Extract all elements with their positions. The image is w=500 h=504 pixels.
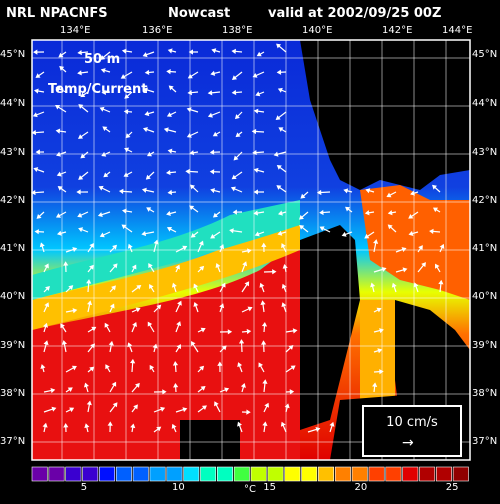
colorbar-swatch (386, 467, 401, 481)
latitude-label: 44°N (0, 98, 25, 109)
latitude-label: 45°N (472, 49, 497, 60)
colorbar-tick-label: 5 (81, 482, 87, 493)
colorbar-swatch (369, 467, 384, 481)
colorbar-swatch (150, 467, 165, 481)
colorbar-unit: °C (244, 484, 256, 495)
valid-time-label: valid at 2002/09/25 00Z (268, 6, 441, 21)
longitude-label: 144°E (442, 25, 472, 36)
colorbar-swatch (133, 467, 148, 481)
depth-label: 50 m (84, 52, 120, 67)
latitude-label: 39°N (472, 340, 497, 351)
colorbar-swatch (302, 467, 317, 481)
colorbar-swatch (352, 467, 367, 481)
latitude-label: 45°N (0, 49, 25, 60)
vector-scale-arrow: → (402, 435, 414, 451)
colorbar-swatch (99, 467, 114, 481)
colorbar-swatch (335, 467, 350, 481)
colorbar-swatch (184, 467, 199, 481)
longitude-label: 136°E (142, 25, 172, 36)
colorbar-swatch (200, 467, 215, 481)
title-bar: NRL NPACNFS Nowcast valid at 2002/09/25 … (0, 6, 500, 24)
latitude-label: 37°N (0, 436, 25, 447)
colorbar-swatch (32, 467, 47, 481)
colorbar-swatch (66, 467, 81, 481)
longitude-label: 140°E (302, 25, 332, 36)
latitude-label: 40°N (472, 291, 497, 302)
latitude-label: 39°N (0, 340, 25, 351)
latitude-label: 43°N (472, 147, 497, 158)
colorbar-swatch (436, 467, 451, 481)
vector-scale-label: 10 cm/s (364, 415, 460, 430)
colorbar (32, 467, 469, 481)
colorbar-swatch (83, 467, 98, 481)
latitude-label: 41°N (0, 243, 25, 254)
latitude-label: 43°N (0, 147, 25, 158)
latitude-label: 44°N (472, 98, 497, 109)
colorbar-tick-label: 15 (263, 482, 276, 493)
colorbar-swatch (234, 467, 249, 481)
colorbar-swatch (251, 467, 266, 481)
colorbar-swatch (268, 467, 283, 481)
colorbar-swatch (116, 467, 131, 481)
colorbar-swatch (453, 467, 468, 481)
colorbar-swatch (419, 467, 434, 481)
latitude-label: 38°N (0, 388, 25, 399)
colorbar-tick-label: 20 (355, 482, 368, 493)
longitude-label: 142°E (382, 25, 412, 36)
latitude-label: 42°N (0, 195, 25, 206)
land-sw-patch (180, 420, 240, 460)
colorbar-tick-label: 10 (172, 482, 185, 493)
longitude-label: 134°E (60, 25, 90, 36)
source-label: NRL NPACNFS (6, 6, 108, 21)
colorbar-swatch (285, 467, 300, 481)
product-label: Nowcast (168, 6, 230, 21)
vector-scale-box: 10 cm/s → (362, 405, 462, 457)
latitude-label: 40°N (0, 291, 25, 302)
colorbar-swatch (217, 467, 232, 481)
latitude-label: 41°N (472, 243, 497, 254)
latitude-label: 38°N (472, 388, 497, 399)
colorbar-tick-label: 25 (446, 482, 459, 493)
longitude-label: 138°E (222, 25, 252, 36)
colorbar-swatch (318, 467, 333, 481)
latitude-label: 37°N (472, 436, 497, 447)
latitude-label: 42°N (472, 195, 497, 206)
colorbar-swatch (403, 467, 418, 481)
colorbar-swatch (49, 467, 64, 481)
colorbar-swatch (167, 467, 182, 481)
field-label: Temp/Current (48, 82, 147, 97)
